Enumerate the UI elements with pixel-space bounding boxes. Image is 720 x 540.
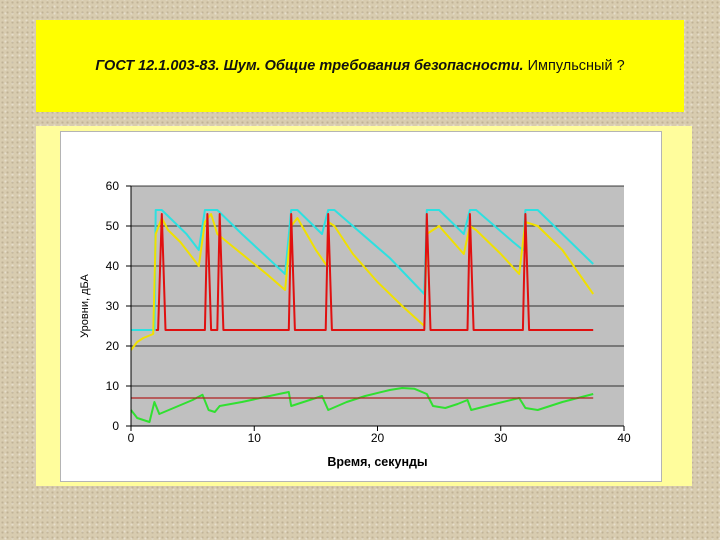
series-line-1 (131, 209, 594, 331)
y-tick-label: 50 (106, 219, 120, 233)
y-tick-label: 30 (106, 299, 120, 313)
x-axis-label: Время, секунды (327, 455, 427, 469)
title-box: ГОСТ 12.1.003-83. Шум. Общие требования … (36, 20, 684, 112)
x-tick-label: 10 (248, 431, 262, 445)
series-line-3 (155, 213, 594, 331)
series-line-2 (130, 213, 595, 351)
y-axis-label: Уровни, дБА (79, 274, 91, 338)
axes: 0 10 20 30 40 50 60 0 10 20 30 40 (106, 179, 631, 445)
y-tick-label: 60 (106, 179, 120, 193)
y-tick-label: 20 (106, 339, 120, 353)
y-tick-label: 10 (106, 379, 120, 393)
slide-title: ГОСТ 12.1.003-83. Шум. Общие требования … (95, 58, 624, 74)
y-tick-label: 0 (112, 419, 119, 433)
x-tick-label: 40 (617, 431, 631, 445)
x-tick-label: 0 (128, 431, 135, 445)
x-tick-label: 20 (371, 431, 385, 445)
y-tick-label: 40 (106, 259, 120, 273)
noise-chart: 0 10 20 30 40 50 60 0 10 20 30 40 Время, секунды Ур… (79, 179, 631, 469)
series-layer (130, 209, 595, 423)
slide-title-question: Импульсный ? (523, 58, 625, 74)
x-tick-label: 30 (494, 431, 508, 445)
chart-frame: 0 10 20 30 40 50 60 0 10 20 30 40 Время, секунды Ур… (60, 131, 662, 482)
slide-title-main: ГОСТ 12.1.003-83. Шум. Общие требования … (95, 58, 524, 74)
